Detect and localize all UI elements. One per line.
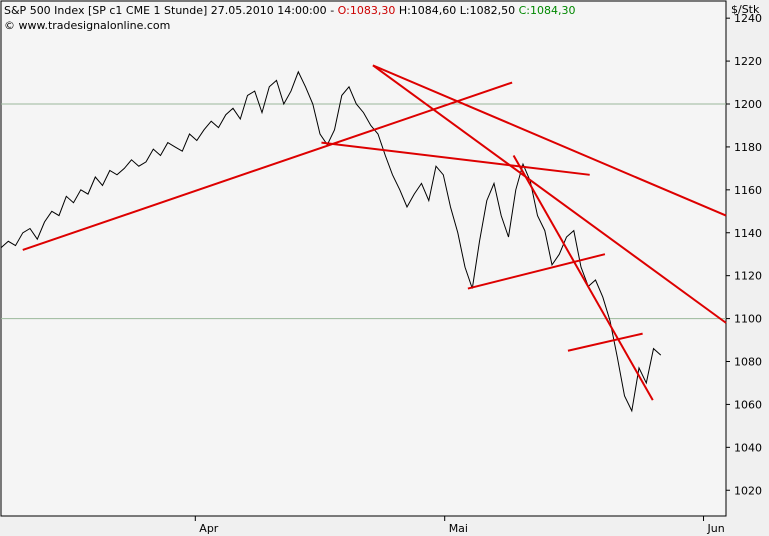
- trendline-0: [22, 81, 513, 251]
- y-tick-label-1: 1220: [734, 55, 762, 68]
- y-tick-label-0: 1240: [734, 12, 762, 25]
- y-tick-label-9: 1060: [734, 398, 762, 411]
- y-tick-label-8: 1080: [734, 356, 762, 369]
- y-tick-label-3: 1180: [734, 141, 762, 154]
- svg-text:S&P 500 Index [SP c1 CME 1 St: S&P 500 Index [SP c1 CME 1 Stunde] 27.05…: [4, 4, 576, 17]
- reference-lines: [1, 103, 726, 320]
- trendline-5: [467, 253, 606, 290]
- y-axis-unit: $/Stk: [731, 3, 760, 16]
- y-tick-label-4: 1160: [734, 184, 762, 197]
- header-close: C:1084,30: [519, 4, 576, 17]
- header-low: L:1082,50: [460, 4, 515, 17]
- y-tick-label-2: 1200: [734, 98, 762, 111]
- header-title: S&P 500 Index [SP c1 CME 1 Stunde] 27.05…: [4, 4, 327, 17]
- trendline-6: [567, 332, 643, 352]
- series-group: [0, 70, 662, 413]
- header-high: H:1084,60: [399, 4, 456, 17]
- trendline-3: [372, 64, 727, 324]
- plot-background: [0, 0, 727, 517]
- x-tick-label-2: Jun: [707, 522, 725, 535]
- header-open: O:1083,30: [338, 4, 396, 17]
- y-tick-label-5: 1140: [734, 227, 762, 240]
- y-tick-label-11: 1020: [734, 484, 762, 497]
- price-series-line: [0, 70, 662, 413]
- trendline-2: [372, 64, 727, 217]
- header-sep-1: -: [330, 4, 337, 17]
- watermark: © www.tradesignalonline.com: [4, 19, 170, 32]
- x-axis: Apr Mai Jun: [194, 516, 725, 535]
- y-tick-label-10: 1040: [734, 441, 762, 454]
- x-tick-label-1: Mai: [449, 522, 468, 535]
- x-tick-label-0: Apr: [199, 522, 219, 535]
- trendline-1: [321, 141, 590, 176]
- y-tick-label-7: 1100: [734, 313, 762, 326]
- trendline-4: [512, 155, 654, 401]
- header: S&P 500 Index [SP c1 CME 1 Stunde] 27.05…: [4, 4, 576, 32]
- trendlines-group: [22, 64, 727, 401]
- y-axis: 1240 1220 1200 1180 1160 1140 1120 1100 1080 1060…: [726, 12, 762, 497]
- y-tick-label-6: 1120: [734, 270, 762, 283]
